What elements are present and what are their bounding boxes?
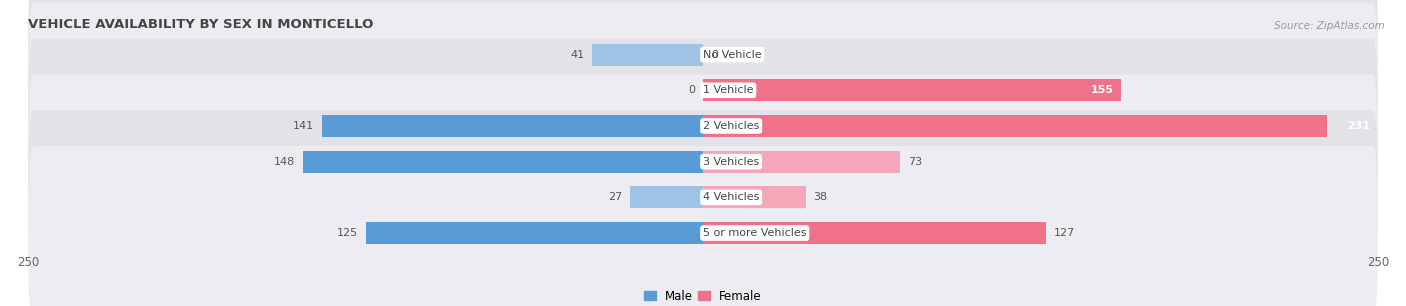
Text: No Vehicle: No Vehicle bbox=[703, 50, 762, 60]
Text: 127: 127 bbox=[1054, 228, 1076, 238]
Bar bbox=[592, 43, 703, 66]
Text: 38: 38 bbox=[814, 192, 828, 202]
Text: 1 Vehicle: 1 Vehicle bbox=[703, 85, 754, 95]
Text: 125: 125 bbox=[336, 228, 357, 238]
Text: Source: ZipAtlas.com: Source: ZipAtlas.com bbox=[1274, 21, 1385, 32]
Bar bbox=[703, 222, 1046, 244]
FancyBboxPatch shape bbox=[28, 146, 1378, 306]
Text: 3 Vehicles: 3 Vehicles bbox=[703, 157, 759, 167]
Text: 4 Vehicles: 4 Vehicles bbox=[703, 192, 759, 202]
Text: VEHICLE AVAILABILITY BY SEX IN MONTICELLO: VEHICLE AVAILABILITY BY SEX IN MONTICELL… bbox=[28, 18, 374, 32]
Text: 141: 141 bbox=[292, 121, 315, 131]
Text: 155: 155 bbox=[1090, 85, 1114, 95]
Bar bbox=[366, 222, 703, 244]
Text: 0: 0 bbox=[711, 50, 718, 60]
Text: 2 Vehicles: 2 Vehicles bbox=[703, 121, 759, 131]
Bar bbox=[304, 151, 703, 173]
Text: 231: 231 bbox=[1347, 121, 1369, 131]
Bar bbox=[703, 79, 1122, 101]
FancyBboxPatch shape bbox=[28, 75, 1378, 249]
Text: 41: 41 bbox=[569, 50, 585, 60]
Text: 27: 27 bbox=[607, 192, 621, 202]
Text: 148: 148 bbox=[274, 157, 295, 167]
Text: 73: 73 bbox=[908, 157, 922, 167]
Text: 5 or more Vehicles: 5 or more Vehicles bbox=[703, 228, 807, 238]
Bar bbox=[703, 186, 806, 208]
Bar bbox=[322, 115, 703, 137]
Legend: Male, Female: Male, Female bbox=[641, 287, 765, 305]
Bar bbox=[630, 186, 703, 208]
FancyBboxPatch shape bbox=[28, 110, 1378, 285]
FancyBboxPatch shape bbox=[28, 3, 1378, 177]
Text: 0: 0 bbox=[688, 85, 695, 95]
Bar bbox=[703, 151, 900, 173]
Bar bbox=[703, 115, 1327, 137]
FancyBboxPatch shape bbox=[28, 0, 1378, 142]
FancyBboxPatch shape bbox=[28, 39, 1378, 213]
